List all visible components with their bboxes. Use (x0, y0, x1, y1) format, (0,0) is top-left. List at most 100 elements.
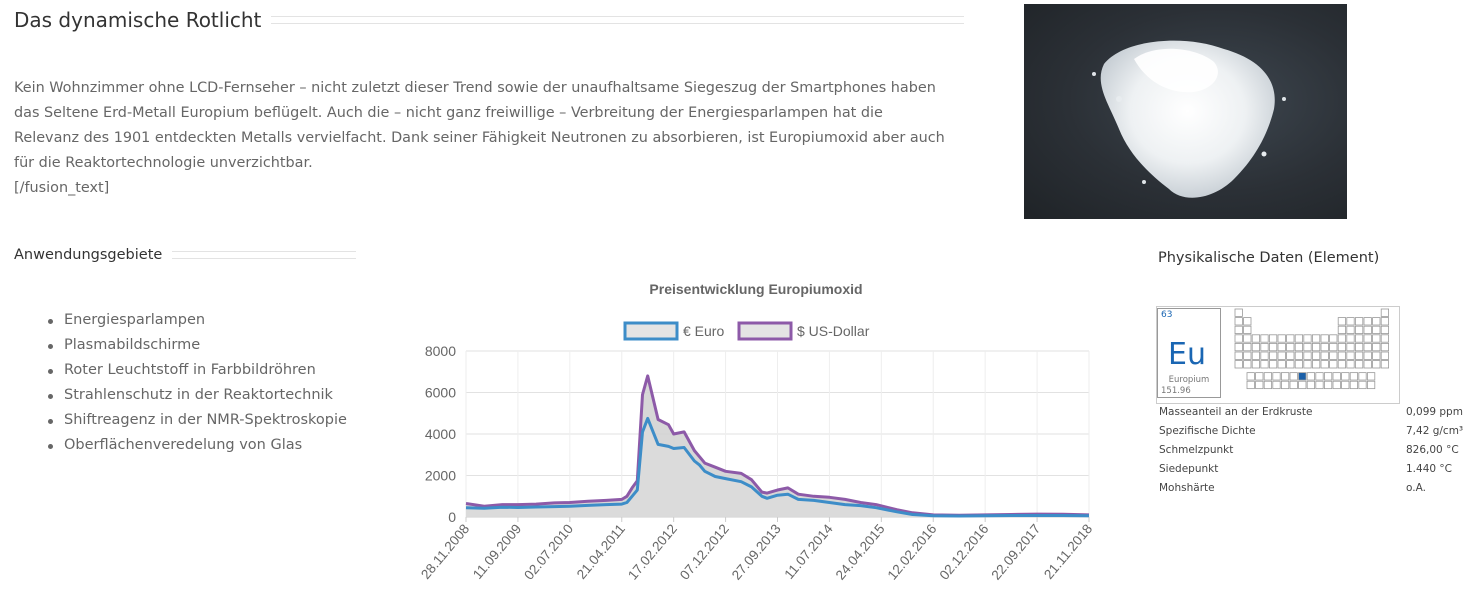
periodic-cell (1294, 360, 1303, 369)
shortcode-text: [/fusion_text] (14, 180, 110, 196)
legend-item: € Euro (623, 321, 724, 341)
powder-image (1092, 40, 1286, 198)
periodic-cell (1380, 325, 1389, 335)
periodic-cell (1372, 351, 1381, 360)
periodic-cell (1329, 343, 1338, 352)
list-item: Oberflächenveredelung von Glas (14, 433, 394, 458)
applications-title: Anwendungsgebiete (14, 247, 163, 263)
periodic-cell (1243, 351, 1252, 360)
property-label: Siedepunkt (1159, 462, 1219, 475)
periodic-cell (1269, 334, 1278, 343)
periodic-cell (1281, 380, 1290, 390)
periodic-cell (1246, 380, 1255, 390)
periodic-cell (1354, 317, 1364, 326)
y-tick-label: 4000 (425, 426, 456, 442)
periodic-cell (1260, 351, 1269, 360)
periodic-cell (1372, 325, 1381, 335)
periodic-cell (1349, 372, 1358, 381)
periodic-cell (1298, 380, 1307, 390)
periodic-cell (1354, 334, 1364, 343)
periodic-cell (1311, 343, 1321, 352)
periodic-cell (1380, 360, 1389, 369)
table-row: Spezifische Dichte 7,42 g/cm³ (1157, 421, 1463, 440)
periodic-cell (1286, 360, 1295, 369)
property-value: 826,00 °C (1406, 443, 1459, 456)
periodic-cell (1315, 380, 1324, 390)
periodic-cell (1337, 360, 1346, 369)
periodic-cell (1243, 317, 1252, 326)
x-axis: 28.11.200811.09.200902.07.201021.04.2011… (418, 521, 1095, 583)
periodic-cell (1380, 317, 1389, 326)
periodic-cell (1363, 325, 1372, 335)
periodic-cell (1358, 380, 1367, 390)
periodic-cell (1346, 360, 1355, 369)
periodic-cell (1269, 351, 1278, 360)
price-chart: Preisentwicklung Europiumoxid € Euro $ US… (405, 272, 1105, 605)
properties-table: Masseanteil an der Erdkruste 0,099 ppm S… (1157, 402, 1463, 497)
periodic-cell (1303, 343, 1312, 352)
x-tick-label: 02.07.2010 (521, 521, 576, 582)
series-line (465, 374, 1090, 517)
periodic-cell (1315, 372, 1324, 381)
property-label: Spezifische Dichte (1159, 424, 1256, 437)
periodic-cell (1263, 372, 1272, 381)
heading-rule (271, 16, 964, 24)
periodic-cell (1243, 325, 1252, 335)
periodic-cell (1303, 351, 1312, 360)
periodic-cell (1255, 380, 1264, 390)
periodic-cell (1346, 317, 1355, 326)
periodic-cell (1320, 334, 1329, 343)
periodic-cell (1277, 351, 1286, 360)
periodic-cell (1306, 372, 1315, 381)
periodic-cell (1363, 351, 1372, 360)
periodic-cell (1329, 360, 1338, 369)
property-value: o.A. (1406, 481, 1426, 494)
chart-areas (465, 374, 1090, 518)
periodic-cell (1251, 334, 1260, 343)
x-tick-label: 21.04.2011 (574, 521, 628, 582)
periodic-cell (1260, 343, 1269, 352)
periodic-cell (1263, 380, 1272, 390)
section-heading: Das dynamische Rotlicht (14, 8, 964, 32)
periodic-cell (1337, 317, 1346, 326)
periodic-cell (1277, 334, 1286, 343)
periodic-cell (1294, 351, 1303, 360)
periodic-cell (1346, 334, 1355, 343)
x-tick-label: 02.12.2016 (937, 521, 992, 582)
x-tick-label: 24.04.2015 (833, 521, 888, 582)
periodic-cell (1277, 360, 1286, 369)
periodic-cell (1286, 351, 1295, 360)
list-item: Energiesparlampen (14, 308, 394, 333)
periodic-cell (1255, 372, 1264, 381)
element-tile: 63 Eu Europium 151.96 (1157, 308, 1221, 398)
y-tick-label: 0 (448, 509, 456, 525)
periodic-cell (1354, 343, 1364, 352)
periodic-cell (1269, 343, 1278, 352)
legend-swatch (737, 321, 793, 341)
periodic-cell (1311, 351, 1321, 360)
chart-svg: Preisentwicklung Europiumoxid € Euro $ US… (418, 281, 1095, 583)
applications-list: Energiesparlampen Plasmabildschirme Rote… (14, 308, 394, 458)
periodic-cell (1323, 372, 1333, 381)
periodic-cell (1306, 380, 1315, 390)
periodic-cell (1260, 334, 1269, 343)
periodic-cell (1363, 360, 1372, 369)
periodic-cell (1363, 334, 1372, 343)
periodic-cell (1234, 360, 1243, 369)
periodic-cell (1332, 380, 1341, 390)
periodic-cell (1281, 372, 1290, 381)
intro-paragraph: Kein Wohnzimmer ohne LCD-Fernseher – nic… (14, 76, 974, 201)
periodic-cell (1337, 325, 1346, 335)
periodic-cell (1372, 334, 1381, 343)
property-label: Schmelzpunkt (1159, 443, 1234, 456)
periodic-cell (1303, 360, 1312, 369)
periodic-cell (1349, 380, 1358, 390)
periodic-cell (1372, 360, 1381, 369)
property-value: 1.440 °C (1406, 462, 1452, 475)
periodic-cell (1363, 317, 1372, 326)
y-tick-label: 6000 (425, 385, 456, 401)
periodic-cell (1251, 343, 1260, 352)
periodic-cell (1311, 334, 1321, 343)
x-tick-label: 22.09.2017 (988, 521, 1043, 582)
periodic-cell (1380, 343, 1389, 352)
